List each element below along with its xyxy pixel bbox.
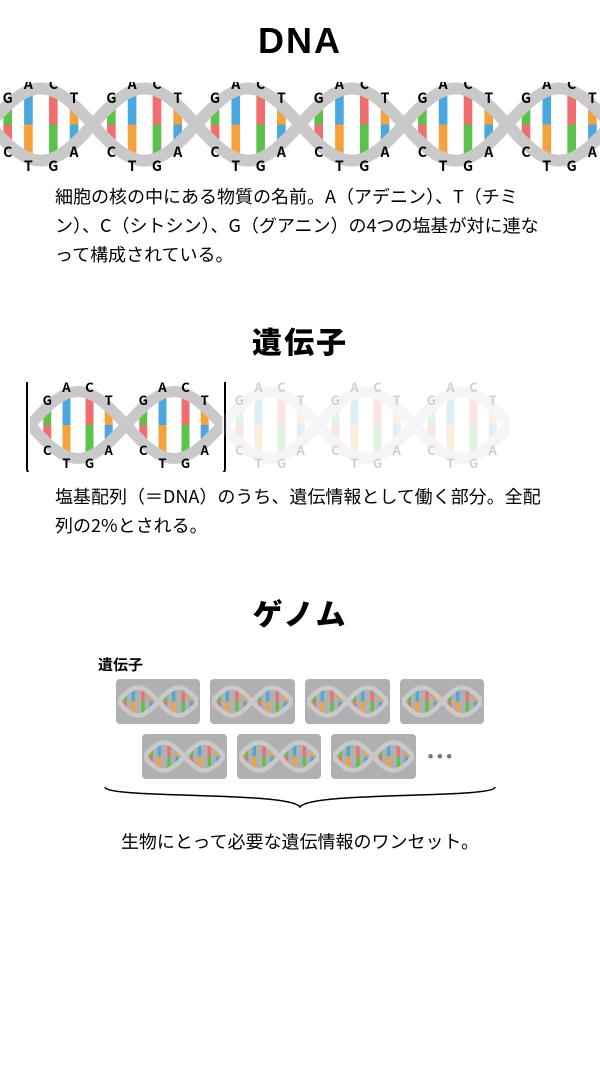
- svg-text:A: A: [172, 142, 183, 162]
- genome-chip: [210, 679, 295, 724]
- svg-text:C: C: [469, 382, 478, 395]
- genome-description: 生物にとって必要な遺伝情報のワンセット。: [0, 824, 600, 858]
- dna-title: DNA: [0, 20, 600, 62]
- svg-text:C: C: [373, 382, 382, 395]
- genome-chip: [237, 734, 322, 779]
- svg-text:T: T: [128, 156, 137, 172]
- svg-text:G: G: [277, 453, 286, 469]
- section-gene: 遺伝子 GCATCGTAGCATCGTA GCATCGTAGCATCGTAGCA…: [0, 298, 600, 570]
- svg-text:C: C: [277, 382, 286, 395]
- genome-chips-row1: [80, 679, 520, 724]
- gene-description: 塩基配列（＝DNA）のうち、遺伝情報として働く部分。全配列の2%とされる。: [0, 472, 600, 550]
- svg-text:T: T: [446, 453, 454, 469]
- svg-text:T: T: [297, 390, 305, 409]
- svg-text:T: T: [231, 156, 240, 172]
- section-genome: ゲノム 遺伝子 … 生物にとって必要な遺伝情報のワンセット。: [0, 570, 600, 878]
- svg-text:A: A: [230, 82, 241, 94]
- gene-title: 遺伝子: [0, 318, 600, 362]
- svg-text:T: T: [393, 390, 401, 409]
- genome-chips-area: 遺伝子 …: [80, 654, 520, 824]
- svg-text:T: T: [335, 156, 344, 172]
- svg-text:T: T: [489, 390, 497, 409]
- svg-text:A: A: [488, 440, 498, 459]
- svg-text:G: G: [314, 88, 324, 108]
- svg-text:A: A: [587, 142, 598, 162]
- svg-text:A: A: [349, 382, 359, 395]
- svg-text:T: T: [350, 453, 358, 469]
- svg-text:G: G: [469, 453, 478, 469]
- svg-text:G: G: [521, 88, 531, 108]
- svg-text:C: C: [107, 142, 116, 162]
- genome-chip: [305, 679, 390, 724]
- svg-text:G: G: [106, 88, 116, 108]
- svg-text:A: A: [127, 82, 138, 94]
- svg-text:C: C: [427, 440, 436, 459]
- svg-text:G: G: [373, 453, 382, 469]
- svg-text:T: T: [173, 88, 182, 108]
- svg-text:T: T: [542, 156, 551, 172]
- svg-text:T: T: [484, 88, 493, 108]
- brace-icon: [100, 785, 500, 809]
- svg-text:T: T: [254, 453, 262, 469]
- svg-text:T: T: [439, 156, 448, 172]
- svg-text:T: T: [70, 88, 79, 108]
- svg-text:C: C: [49, 82, 58, 94]
- genome-chip: [400, 679, 485, 724]
- genome-chip: [116, 679, 201, 724]
- gene-highlight-box: [26, 382, 226, 472]
- svg-text:C: C: [314, 142, 323, 162]
- dna-description: 細胞の核の中にある物質の名前。A（アデニン）、T（チミン）、C（シトシン）、G（…: [0, 172, 600, 278]
- svg-text:G: G: [256, 156, 266, 172]
- svg-text:C: C: [567, 82, 576, 94]
- svg-text:G: G: [48, 156, 58, 172]
- svg-text:C: C: [418, 142, 427, 162]
- svg-text:C: C: [360, 82, 369, 94]
- svg-text:A: A: [438, 82, 449, 94]
- svg-text:T: T: [24, 156, 33, 172]
- svg-text:G: G: [427, 390, 436, 409]
- svg-text:G: G: [210, 88, 220, 108]
- svg-text:G: G: [331, 390, 340, 409]
- svg-text:G: G: [235, 390, 244, 409]
- svg-text:C: C: [463, 82, 472, 94]
- svg-text:A: A: [380, 142, 391, 162]
- svg-text:G: G: [417, 88, 427, 108]
- genome-chip: [142, 734, 227, 779]
- svg-text:G: G: [3, 88, 13, 108]
- svg-text:G: G: [359, 156, 369, 172]
- svg-text:C: C: [152, 82, 161, 94]
- genome-title: ゲノム: [0, 590, 600, 634]
- svg-text:G: G: [152, 156, 162, 172]
- genome-small-label: 遺伝子: [80, 654, 520, 675]
- svg-text:A: A: [445, 382, 455, 395]
- svg-text:A: A: [334, 82, 345, 94]
- svg-text:T: T: [588, 88, 597, 108]
- svg-text:G: G: [567, 156, 577, 172]
- svg-text:A: A: [23, 82, 34, 94]
- dna-helix: GCATCGTAGCATCGTAGCATCGTAGCATCGTAGCATCGTA…: [0, 82, 600, 172]
- svg-text:C: C: [256, 82, 265, 94]
- svg-text:G: G: [463, 156, 473, 172]
- svg-text:T: T: [381, 88, 390, 108]
- ellipsis: …: [426, 736, 458, 776]
- svg-text:A: A: [69, 142, 80, 162]
- svg-text:A: A: [541, 82, 552, 94]
- svg-text:C: C: [210, 142, 219, 162]
- svg-text:C: C: [331, 440, 340, 459]
- svg-text:C: C: [521, 142, 530, 162]
- svg-text:A: A: [392, 440, 402, 459]
- svg-text:A: A: [276, 142, 287, 162]
- svg-text:A: A: [296, 440, 306, 459]
- gene-helix: GCATCGTAGCATCGTA GCATCGTAGCATCGTAGCATCGT…: [0, 382, 600, 472]
- genome-chip: [331, 734, 416, 779]
- section-dna: DNA GCATCGTAGCATCGTAGCATCGTAGCATCGTAGCAT…: [0, 0, 600, 298]
- svg-text:T: T: [277, 88, 286, 108]
- svg-text:C: C: [235, 440, 244, 459]
- svg-text:C: C: [3, 142, 12, 162]
- genome-chips-row2: …: [80, 734, 520, 779]
- svg-text:A: A: [483, 142, 494, 162]
- svg-text:A: A: [253, 382, 263, 395]
